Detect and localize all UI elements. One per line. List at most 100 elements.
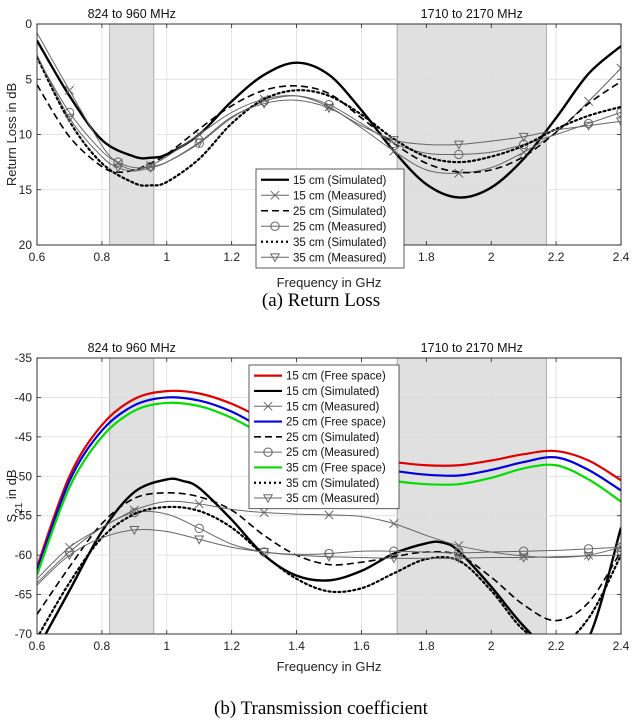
data-point [454,168,464,178]
x-tick-label: 1.2 [223,639,240,653]
data-point [64,551,75,561]
data-point [583,118,594,129]
chart-panel-transmission: 824 to 960 MHz 1710 to 2170 MHz 0.6 0.8 1 1.2… [4,341,630,719]
data-point [454,541,464,551]
y-tick-label: 5 [25,72,32,86]
plot-frame [36,357,622,635]
x-tick-label: 2.2 [548,250,565,264]
y-tick-label: -65 [15,588,33,602]
data-point [113,157,123,167]
series-line-1 [37,39,621,199]
y-tick-label: -70 [15,627,33,641]
legend: 15 cm (Free space) 15 cm (Simulated) 15 cm… [248,364,400,510]
data-point [453,140,464,150]
data-point [113,163,124,173]
data-point [194,523,204,534]
x-tick-label: 2.2 [548,639,565,653]
series-line-5 [37,492,621,622]
data-point [388,136,399,146]
data-point [64,114,75,124]
legend-marker [270,221,280,231]
y-tick-label: -55 [15,509,33,523]
data-point [259,99,270,109]
series-line-6 [37,54,621,172]
legend: 15 cm (Simulated) 15 cm (Measured) 25 cm (… [255,168,405,269]
legend-entry-5: 35 cm (Simulated) [293,237,386,249]
data-point [583,121,594,131]
x-tick-label: 1.4 [288,639,305,653]
data-point [454,548,464,558]
band-label-1: 824 to 960 MHz [88,341,176,355]
x-tick-label: 0.6 [29,639,46,653]
panel-caption: (b) Transmission coefficient [214,698,429,719]
legend-entry-7: 35 cm (Free space) [286,462,386,474]
y-axis-label: Return Loss in dB [4,83,19,186]
data-point [388,554,399,564]
y-tick-label: 10 [19,128,33,142]
y-tick-label: -60 [15,548,33,562]
y-axis-label: S21 in dB [4,469,25,522]
frequency-band-2 [396,357,547,635]
legend-marker [270,190,280,200]
series-line-9 [37,528,621,586]
legend-entry-6: 35 cm (Measured) [293,252,386,264]
data-point [518,553,529,563]
series-line-8 [38,505,621,634]
chart-panel-return-loss: 824 to 960 MHz 1710 to 2170 MHz 0.6 0.8 1 1.2… [4,7,630,311]
data-point [519,551,529,561]
data-point [145,163,156,173]
legend-entry-2: 15 cm (Measured) [293,190,386,202]
y-tick-label: -45 [15,430,33,444]
x-tick-label: 0.8 [94,250,111,264]
data-point [259,508,269,518]
data-point [323,552,335,562]
data-point [194,535,205,545]
data-point [453,554,464,564]
data-point [324,510,334,520]
band-label-2: 1710 to 2170 MHz [421,7,523,21]
legend-entry-3: 25 cm (Simulated) [293,206,386,218]
y-tick-label: -35 [15,351,33,365]
y-tick-label: -50 [15,469,33,483]
data-point [615,117,621,127]
data-point [194,138,205,148]
series-line-4 [37,56,621,169]
x-tick-label: 1 [163,639,170,653]
y-tick-label: -40 [15,390,33,404]
series-line-3 [37,80,621,174]
x-axis-label: Frequency in GHz [277,275,382,290]
x-tick-label: 0.6 [29,250,46,264]
legend-entry-4: 25 cm (Free space) [286,417,386,429]
legend-entry-1: 15 cm (Free space) [286,371,386,383]
legend-entry-3: 15 cm (Measured) [286,401,379,413]
series-line-5 [37,56,621,187]
legend-marker [262,494,274,504]
x-tick-label: 1.8 [418,250,435,264]
data-point [323,104,335,114]
data-point [584,96,594,106]
legend-entry-4: 25 cm (Measured) [293,221,386,233]
x-tick-label: 2.4 [613,639,630,653]
x-tick-label: 1 [163,250,170,264]
data-point [194,499,204,509]
x-tick-label: 0.8 [94,639,111,653]
legend-entry-5: 25 cm (Simulated) [286,432,379,444]
x-tick-label: 2.4 [613,250,630,264]
data-point [129,526,140,536]
x-tick-label: 1.8 [418,639,435,653]
series-markers-6 [64,99,621,173]
band-label-1: 824 to 960 MHz [88,7,176,21]
series-group [37,32,621,199]
x-tick-label: 2 [488,250,495,264]
data-point [454,149,464,160]
y-tick-label: 15 [19,183,33,197]
legend-marker [269,253,281,263]
data-point [616,63,621,73]
data-point [389,146,399,156]
legend-entry-6: 25 cm (Measured) [286,447,379,459]
data-point [518,132,529,142]
legend-marker [263,401,273,411]
data-point [518,546,529,556]
x-axis-label: Frequency in GHz [277,659,382,674]
